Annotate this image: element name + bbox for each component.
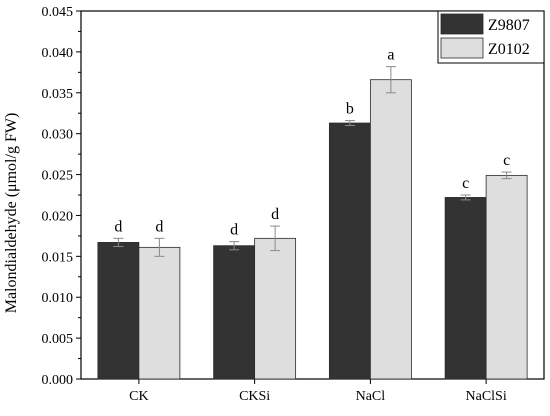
y-tick-label: 0.005 [42,332,74,347]
y-tick-label: 0.030 [42,128,74,143]
significance-letter: d [230,222,238,239]
legend-swatch-z0102 [440,37,484,59]
legend-label: Z0102 [488,41,530,58]
significance-letter: d [114,218,122,235]
significance-letter: a [387,47,394,64]
bar-z0102 [485,174,528,380]
bar-z0102 [254,237,297,380]
y-tick-label: 0.035 [42,87,74,102]
y-tick-label: 0.010 [42,291,74,306]
significance-letter: d [155,218,163,235]
y-tick-label: 0.015 [42,250,74,265]
significance-letter: b [346,101,354,118]
bar-z9807 [328,122,371,380]
y-tick-label: 0.020 [42,209,74,224]
bar-z9807 [444,197,487,380]
y-tick-label: 0.025 [42,169,74,184]
y-axis-label: Malondialdehyde (μmol/g FW) [3,113,20,314]
legend-swatch-z9807 [440,13,484,35]
bar-z9807 [97,242,140,380]
plot-area: 0.000 0.005 0.010 0.015 0.020 0.025 0.030 0.035… [42,5,545,404]
y-tick-label: 0.045 [42,5,74,20]
y-tick-label: 0.040 [42,46,74,61]
x-tick-label: CK [129,389,148,404]
y-tick-label: 0.000 [42,373,74,388]
bar-z9807 [213,245,256,380]
x-tick-label: NaClSi [466,389,507,404]
significance-letter: c [503,152,510,169]
significance-letter: c [462,175,469,192]
significance-letter: d [271,206,279,223]
bar-z0102 [138,246,181,380]
legend-label: Z9807 [488,17,530,34]
bar-z0102 [369,79,412,380]
x-tick-label: CKSi [239,389,270,404]
x-tick-label: NaCl [356,389,386,404]
